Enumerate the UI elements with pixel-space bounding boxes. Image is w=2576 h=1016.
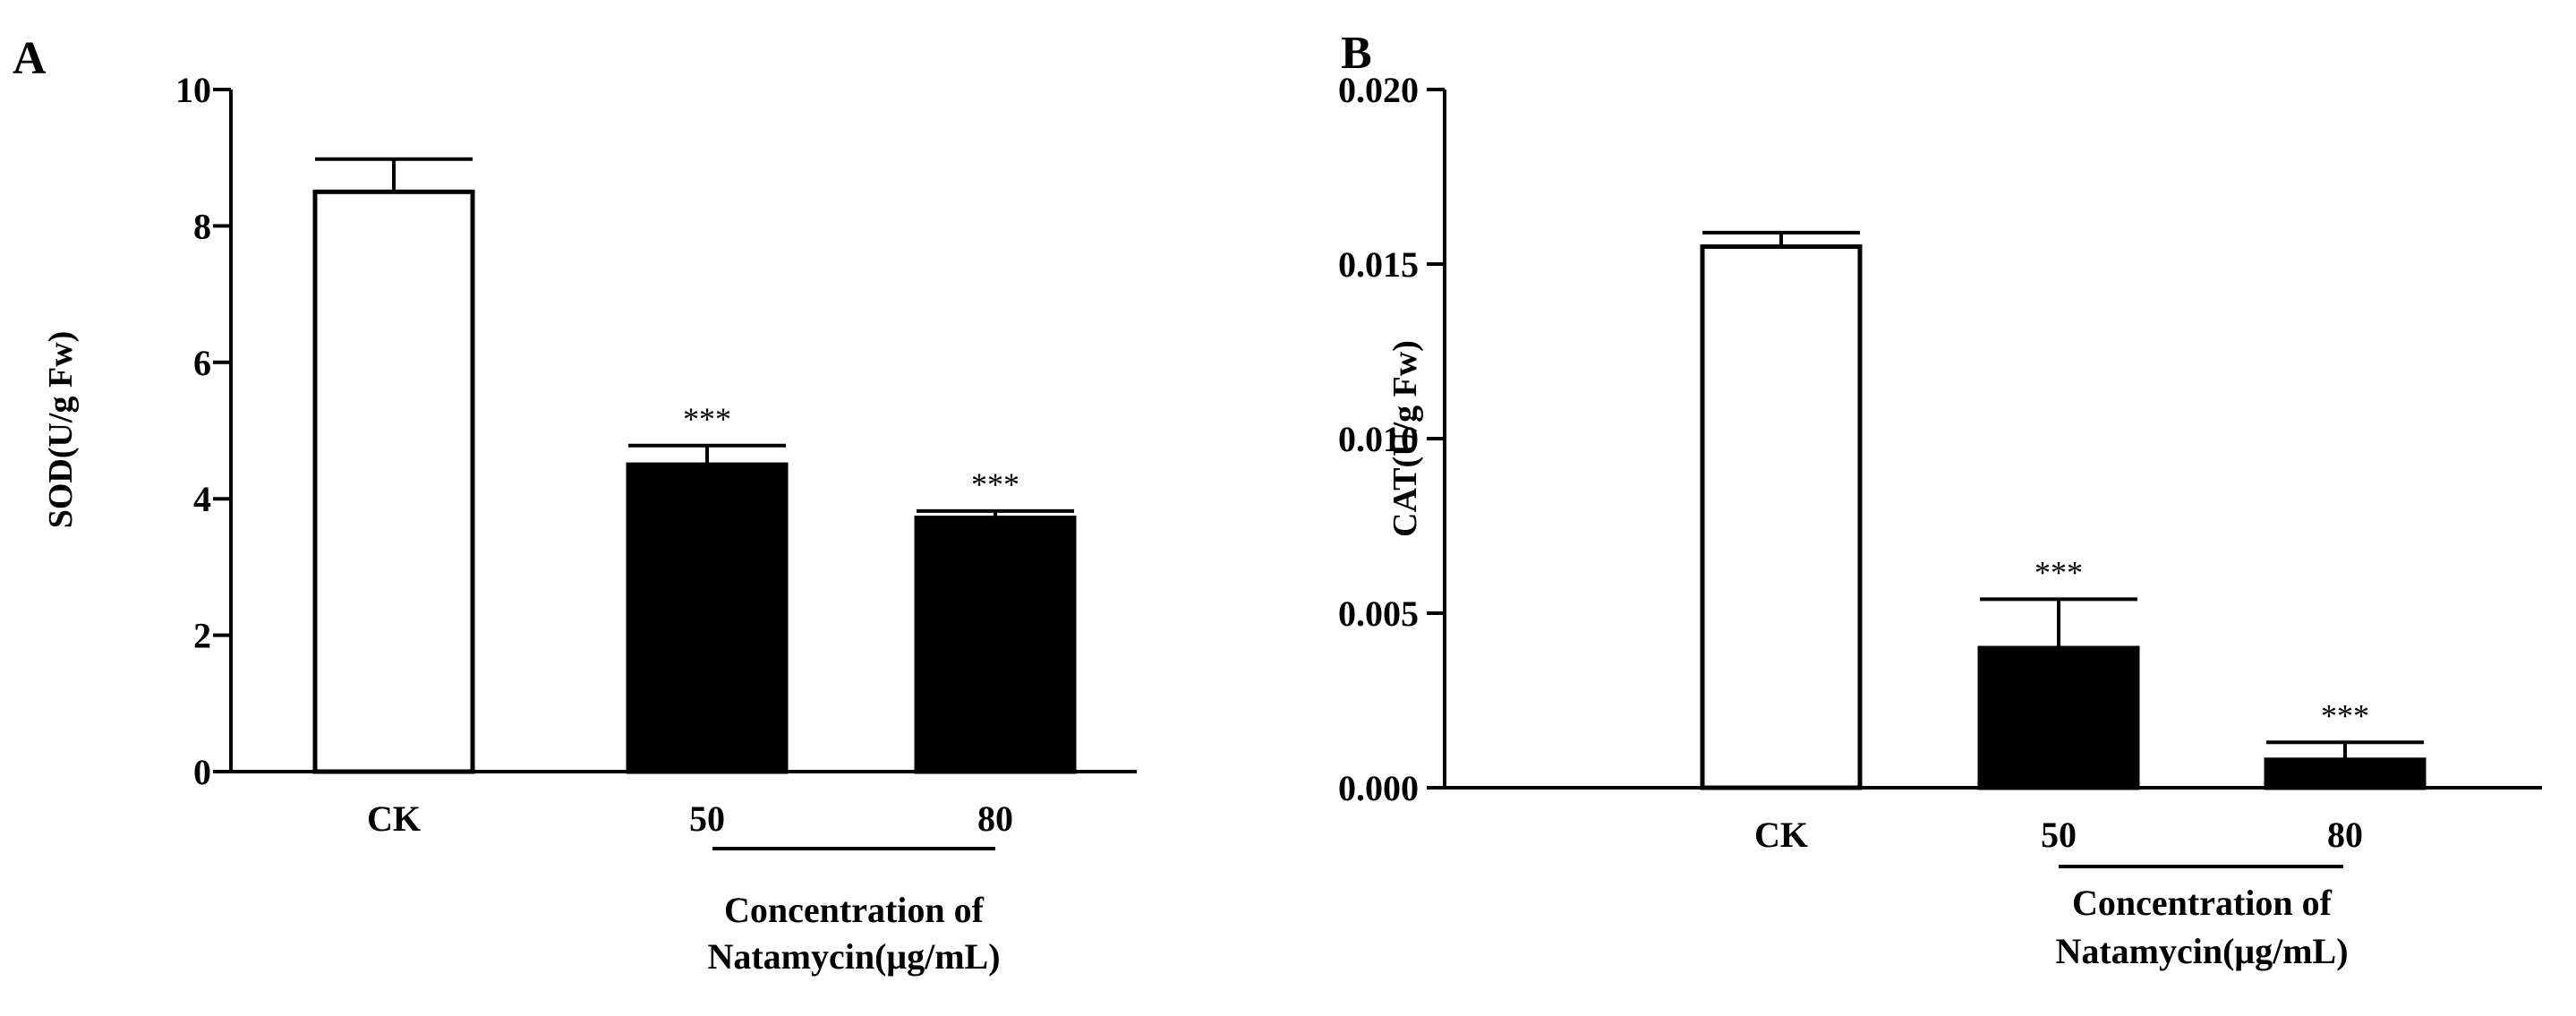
y-tick-label: 0.020 <box>1338 70 1419 110</box>
panel-b-y-axis-label: CAT(U/g Fw) <box>1386 340 1424 537</box>
panel-a: A 0 2 4 6 8 10 CK 50 80 *** *** SOD(U/g Fw) Conc… <box>13 33 1137 977</box>
panel-b-bars: *** *** <box>1700 230 2427 790</box>
bar-50 <box>626 462 789 774</box>
panel-a-bars: *** *** <box>312 157 1077 774</box>
panel-a-x-axis-label-line1: Concentration of <box>724 890 985 930</box>
significance-marker-80: *** <box>2321 697 2369 733</box>
bar-ck <box>1700 244 1863 790</box>
y-tick-label: 0.010 <box>1338 419 1419 459</box>
panel-b-x-axis: CK 50 80 <box>1427 786 2542 855</box>
bar-ck <box>312 189 475 774</box>
x-tick-label-ck: CK <box>367 798 421 839</box>
x-tick-label-80: 80 <box>977 798 1013 839</box>
panel-b-x-axis-label-line1: Concentration of <box>2072 883 2333 923</box>
y-tick-label: 10 <box>175 70 211 110</box>
x-tick-label-ck: CK <box>1754 815 1808 855</box>
panel-a-x-axis: CK 50 80 <box>213 770 1137 839</box>
y-tick-label: 6 <box>193 343 211 383</box>
y-tick-label: 4 <box>193 479 211 519</box>
panel-b-y-axis: 0.000 0.005 0.010 0.015 0.020 <box>1338 70 1446 808</box>
bar-80 <box>2264 757 2427 790</box>
y-tick-label: 8 <box>193 206 211 246</box>
y-tick-label: 2 <box>193 616 211 656</box>
x-tick-label-50: 50 <box>689 798 725 839</box>
significance-marker-50: *** <box>2034 554 2083 590</box>
panel-a-y-axis-label: SOD(U/g Fw) <box>42 331 80 529</box>
x-tick-label-50: 50 <box>2041 815 2077 855</box>
panel-b-x-axis-label-line2: Natamycin(μg/mL) <box>2055 931 2348 971</box>
y-tick-label: 0.005 <box>1338 593 1419 634</box>
panel-a-label: A <box>13 33 47 84</box>
significance-marker-80: *** <box>971 466 1019 502</box>
panel-a-y-axis: 0 2 4 6 8 10 <box>175 70 233 792</box>
panel-a-x-axis-label-line2: Natamycin(μg/mL) <box>707 936 1000 977</box>
x-tick-label-80: 80 <box>2327 815 2363 855</box>
bar-50 <box>1977 645 2140 790</box>
y-tick-label: 0 <box>193 752 211 792</box>
bar-80 <box>914 516 1077 774</box>
panel-b-label: B <box>1341 28 1372 79</box>
y-tick-label: 0.000 <box>1338 768 1419 808</box>
significance-marker-50: *** <box>683 401 731 437</box>
y-tick-label: 0.015 <box>1338 244 1419 285</box>
